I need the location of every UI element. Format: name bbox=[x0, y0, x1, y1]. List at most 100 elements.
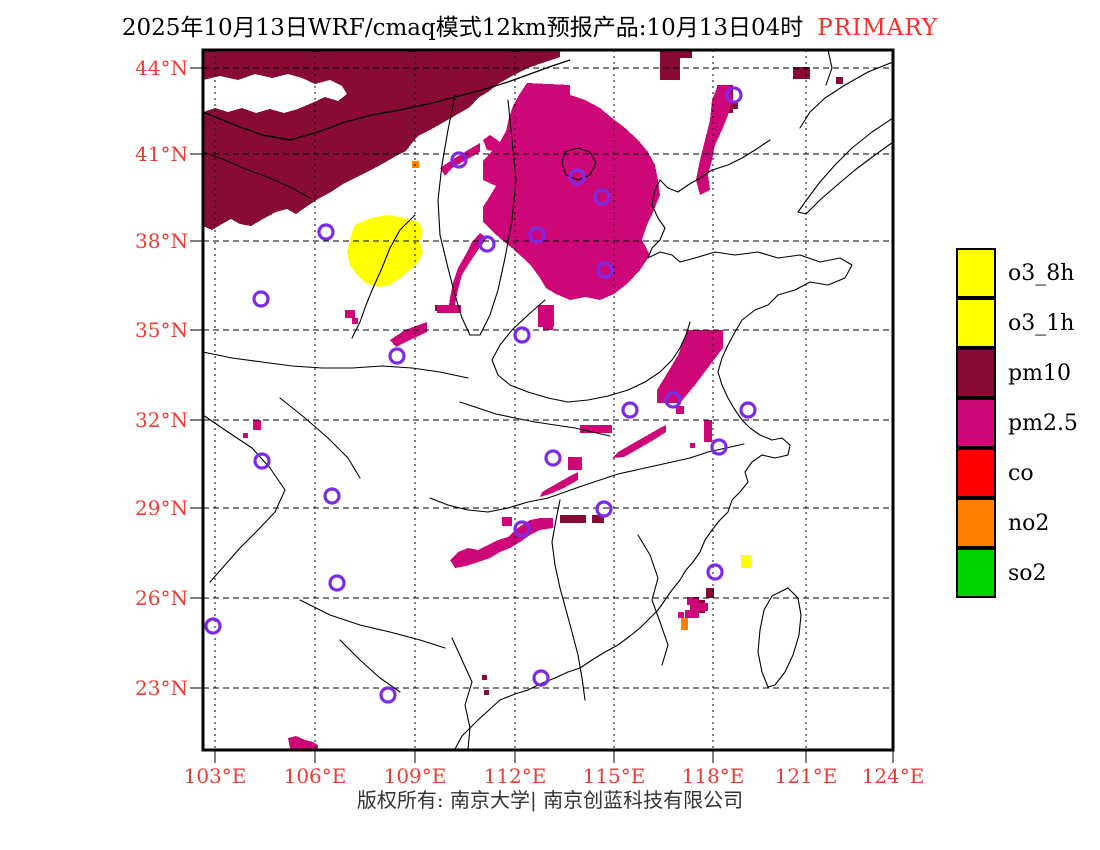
map-frame bbox=[201, 48, 895, 752]
legend-swatch-no2 bbox=[956, 498, 996, 548]
y-tick-label: 23°N bbox=[135, 676, 188, 700]
city-marker bbox=[706, 563, 724, 581]
pm25-patch bbox=[568, 457, 582, 470]
copyright-footer: 版权所有: 南京大学| 南京创蓝科技有限公司 bbox=[356, 788, 744, 812]
province-border-sichuan bbox=[202, 414, 286, 583]
city-marker bbox=[513, 520, 531, 538]
city-marker bbox=[450, 151, 468, 169]
pm25-patch bbox=[390, 322, 427, 347]
province-border-shanxi-e bbox=[469, 99, 517, 336]
city-marker bbox=[595, 500, 613, 518]
city-marker bbox=[532, 669, 550, 687]
x-tick-label: 124°E bbox=[861, 764, 925, 788]
province-border-jiangxi bbox=[551, 499, 586, 701]
province-border-guangxi bbox=[299, 599, 446, 649]
axis-tick-marks bbox=[190, 67, 894, 763]
pm25-patch bbox=[687, 597, 699, 605]
city-marker bbox=[664, 391, 682, 409]
pm25-central-blob bbox=[483, 83, 660, 300]
pm10-patch bbox=[660, 50, 680, 80]
primary-badge: PRIMARY bbox=[817, 15, 939, 41]
pm25-jiangsu-band bbox=[657, 330, 723, 403]
legend-label: o3_1h bbox=[1008, 311, 1075, 336]
page-title: 2025年10月13日WRF/cmaq模式12km预报产品:10月13日04时 bbox=[121, 15, 804, 41]
city-marker bbox=[725, 86, 743, 104]
pm25-regions bbox=[243, 83, 733, 749]
pm10-patch bbox=[482, 675, 487, 680]
pm25-patch bbox=[685, 610, 699, 618]
city-marker bbox=[593, 188, 611, 206]
legend-label: pm2.5 bbox=[1008, 411, 1078, 436]
pm25-patch bbox=[543, 317, 553, 330]
city-marker bbox=[379, 686, 397, 704]
pm25-patch bbox=[288, 736, 318, 749]
province-border-shaanxi bbox=[351, 214, 416, 339]
beijing-loop bbox=[561, 147, 597, 181]
city-marker bbox=[323, 487, 341, 505]
province-border-sichuan2 bbox=[279, 397, 361, 479]
legend-label: o3_8h bbox=[1008, 261, 1075, 286]
legend-label: pm10 bbox=[1008, 361, 1071, 386]
city-marker bbox=[544, 449, 562, 467]
pm25-patch bbox=[690, 443, 695, 448]
pm25-patch bbox=[253, 420, 261, 430]
legend-item: so2 bbox=[956, 548, 1078, 599]
y-tick-label: 44°N bbox=[135, 56, 188, 80]
taiwan-island bbox=[757, 587, 802, 688]
pm25-south-band bbox=[450, 518, 553, 568]
province-border-ne bbox=[799, 61, 894, 129]
river-line-north2 bbox=[202, 151, 311, 199]
legend-swatch-o3_8h bbox=[956, 248, 996, 298]
legend-swatch-co bbox=[956, 448, 996, 498]
pm10-patch bbox=[484, 690, 489, 695]
legend-item: o3_1h bbox=[956, 298, 1078, 349]
city-marker bbox=[568, 168, 586, 186]
o3-regions bbox=[347, 215, 751, 568]
province-border-henan-s bbox=[459, 401, 611, 437]
pm25-patch bbox=[678, 612, 684, 618]
x-tick-label: 115°E bbox=[582, 764, 646, 788]
pm25-mid-band bbox=[612, 425, 666, 458]
pm25-patch bbox=[704, 420, 712, 442]
pm25-patch bbox=[437, 305, 461, 313]
boundary-lines bbox=[202, 49, 894, 750]
province-border-guangdong bbox=[451, 637, 473, 750]
x-tick-label: 121°E bbox=[774, 764, 838, 788]
city-marker bbox=[528, 226, 546, 244]
pm25-patch bbox=[676, 406, 684, 414]
legend-label: no2 bbox=[1008, 511, 1050, 536]
legend-item: o3_8h bbox=[956, 248, 1078, 299]
pm10-patch bbox=[678, 50, 692, 58]
city-marker bbox=[252, 290, 270, 308]
y-tick-label: 41°N bbox=[135, 142, 188, 166]
pm25-patch bbox=[352, 318, 358, 324]
city-marker bbox=[739, 401, 757, 419]
province-border-shanxi-w bbox=[437, 94, 471, 336]
pm25-patch bbox=[243, 433, 248, 438]
legend-swatch-so2 bbox=[956, 548, 996, 598]
legend-item: co bbox=[956, 448, 1078, 499]
pm10-white-inlet bbox=[203, 74, 347, 113]
no2-pixel bbox=[681, 618, 688, 630]
pm10-patch bbox=[793, 67, 810, 79]
pm25-patch bbox=[440, 143, 480, 176]
legend-swatch-pm2.5 bbox=[956, 398, 996, 448]
legend-item: pm10 bbox=[956, 348, 1078, 399]
pm25-patch bbox=[502, 517, 512, 526]
river-line-north bbox=[202, 59, 571, 141]
y-tick-label: 38°N bbox=[135, 229, 188, 253]
qinling-line bbox=[202, 351, 469, 379]
o3-small-patch bbox=[741, 555, 751, 568]
legend-item: pm2.5 bbox=[956, 398, 1078, 449]
pm25-patch bbox=[580, 425, 612, 433]
city-marker bbox=[328, 574, 346, 592]
page-title-row: 2025年10月13日WRF/cmaq模式12km预报产品:10月13日04时 P… bbox=[0, 8, 1060, 42]
city-marker bbox=[710, 438, 728, 456]
x-tick-label: 109°E bbox=[383, 764, 447, 788]
pm10-patch bbox=[592, 515, 604, 523]
province-border-shandong bbox=[491, 299, 691, 403]
x-tick-label: 103°E bbox=[183, 764, 247, 788]
province-border-fujian bbox=[637, 534, 669, 666]
